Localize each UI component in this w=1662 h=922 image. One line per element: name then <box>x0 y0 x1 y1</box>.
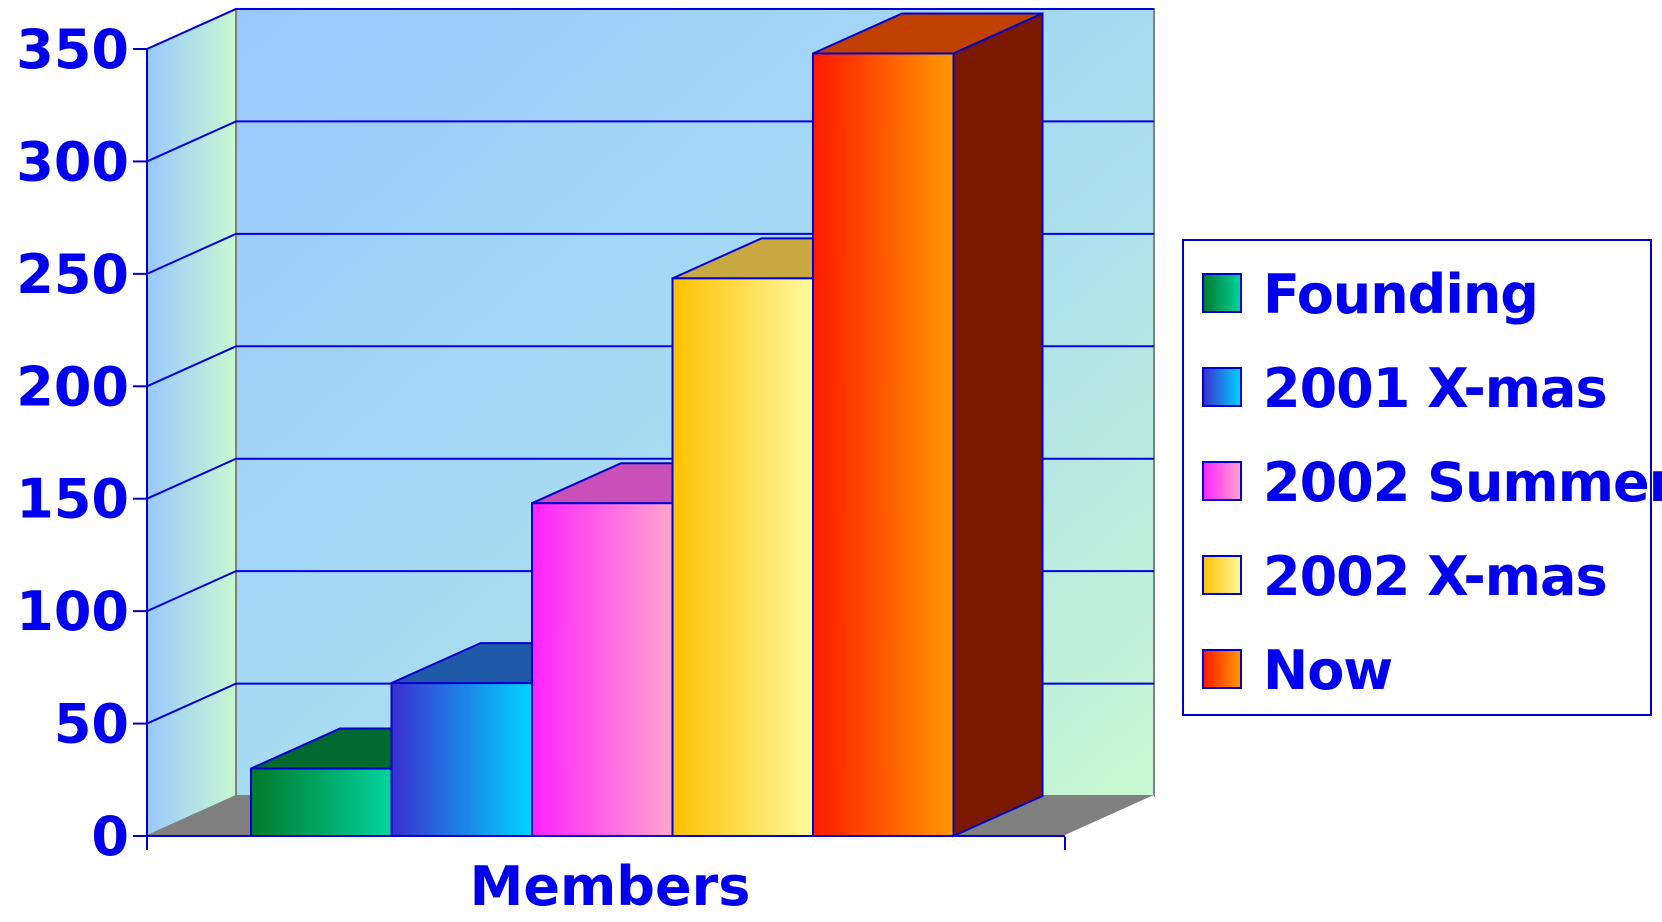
legend-label: 2002 Summer <box>1263 451 1662 514</box>
legend-item: 2001 X-mas <box>1202 357 1608 420</box>
y-tick-label: 300 <box>16 130 129 193</box>
x-axis-label: Members <box>470 855 751 918</box>
bar-front <box>812 52 955 838</box>
y-tick-label: 250 <box>16 243 129 306</box>
bar-front <box>531 502 674 837</box>
legend-label: 2001 X-mas <box>1263 357 1607 420</box>
y-tick-label: 0 <box>91 805 129 868</box>
legend-item: 2002 X-mas <box>1202 545 1608 608</box>
legend-swatch <box>1202 649 1242 689</box>
legend-item: 2002 Summer <box>1202 451 1662 514</box>
bar-front <box>250 767 393 837</box>
legend-box <box>1182 239 1652 716</box>
y-tick-label: 50 <box>54 693 129 756</box>
bar-side <box>952 11 1044 838</box>
bar-front <box>671 277 814 837</box>
legend-item: Founding <box>1202 263 1539 326</box>
legend-label: Founding <box>1263 263 1538 326</box>
bar-2002-x-mas <box>671 237 903 837</box>
bar-front <box>390 682 533 838</box>
floor-edge <box>1064 795 1155 837</box>
gridline <box>146 8 1154 50</box>
legend-swatch <box>1202 555 1242 595</box>
axes <box>146 49 1155 850</box>
legend-swatch <box>1202 367 1242 407</box>
legend-item: Now <box>1202 639 1393 702</box>
bar-2002-summer <box>531 462 762 837</box>
y-axis-ticks: 0 50 100 150 200 250 300 350 <box>16 18 147 868</box>
legend-label: 2002 X-mas <box>1263 545 1607 608</box>
legend-swatch <box>1202 273 1242 313</box>
bars <box>250 11 1044 838</box>
legend: Founding 2001 X-mas 2002 Summer 2002 X-mas N… <box>1182 239 1662 716</box>
y-tick-label: 100 <box>16 580 129 643</box>
side-wall <box>146 7 237 838</box>
bar-now <box>812 11 1044 838</box>
y-tick-label: 200 <box>16 355 129 418</box>
legend-label: Now <box>1263 639 1392 702</box>
y-tick-label: 350 <box>16 18 129 81</box>
legend-swatch <box>1202 461 1242 501</box>
y-tick-label: 150 <box>16 468 129 531</box>
